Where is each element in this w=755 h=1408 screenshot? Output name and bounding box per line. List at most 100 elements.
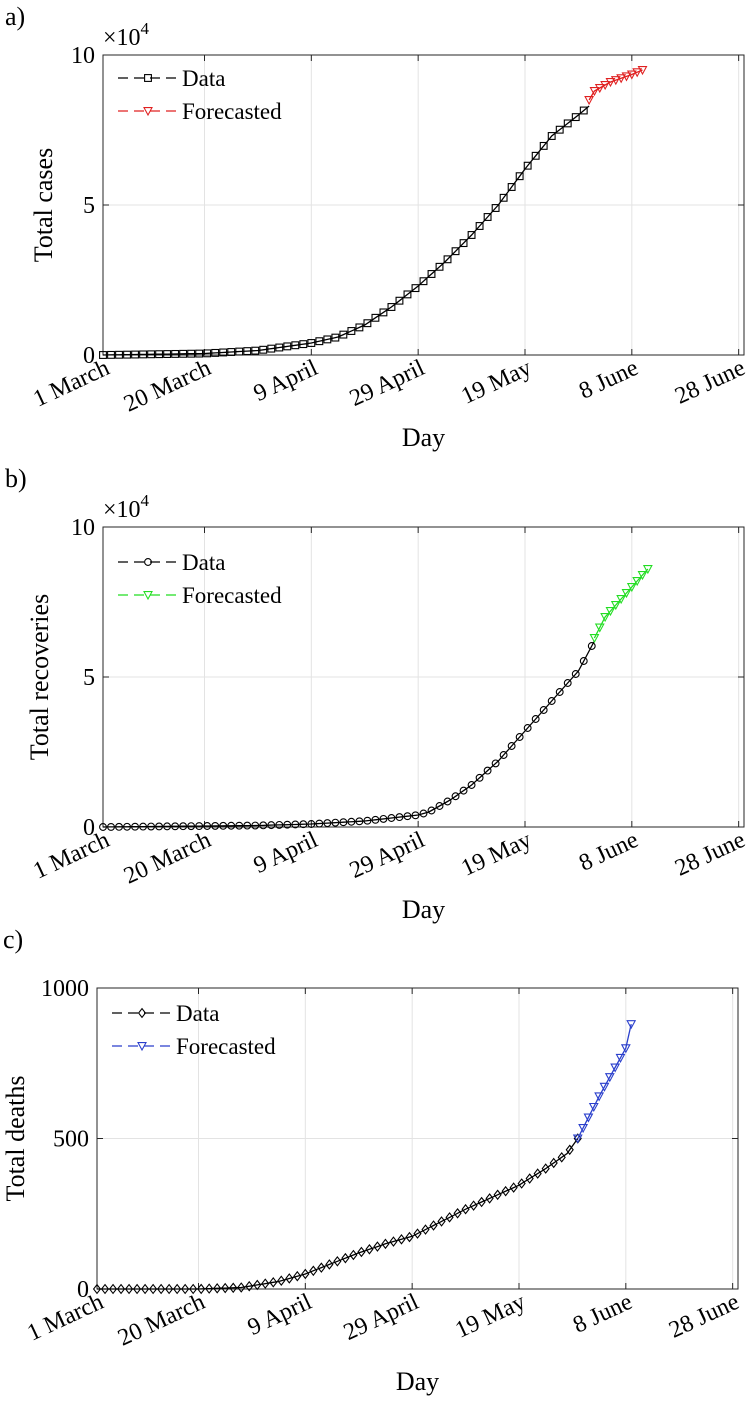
- data-point: [259, 345, 268, 354]
- x-tick-label: 8 June: [569, 1289, 636, 1339]
- data-point: [515, 172, 524, 181]
- panel-label: a): [5, 2, 25, 31]
- data-point: [610, 76, 621, 86]
- data-point: [517, 1178, 526, 1189]
- legend-marker: [144, 74, 152, 82]
- data-point: [285, 1273, 294, 1284]
- data-point: [155, 350, 164, 359]
- data-point: [571, 670, 580, 678]
- y-tick-label: 0: [77, 1277, 89, 1303]
- legend-label: Data: [182, 550, 225, 575]
- series-data: [99, 640, 596, 831]
- data-point: [600, 613, 611, 623]
- data-point: [259, 821, 268, 830]
- data-point: [323, 335, 332, 344]
- data-point: [333, 1256, 342, 1267]
- data-point: [555, 125, 564, 134]
- data-point: [261, 1278, 270, 1289]
- data-point: [467, 231, 476, 239]
- data-point: [116, 1283, 126, 1295]
- data-point: [387, 303, 396, 311]
- data-point: [349, 1249, 358, 1261]
- data-point: [572, 1134, 583, 1144]
- data-point: [557, 1152, 566, 1163]
- data-point: [637, 571, 648, 581]
- y-tick-label: 0: [83, 815, 95, 841]
- data-point: [523, 161, 532, 170]
- series-data: [92, 1133, 582, 1295]
- data-point: [389, 1236, 398, 1247]
- data-point: [331, 333, 340, 342]
- data-point: [525, 1173, 534, 1184]
- data-point: [100, 1283, 110, 1295]
- data-point: [610, 1063, 621, 1073]
- data-point: [373, 1241, 382, 1252]
- data-point: [419, 277, 428, 286]
- data-point: [539, 141, 548, 150]
- data-point: [139, 822, 148, 831]
- data-point: [341, 1252, 350, 1264]
- data-point: [499, 751, 508, 759]
- data-point: [275, 820, 284, 829]
- data-point: [507, 183, 516, 191]
- data-point: [483, 766, 492, 775]
- data-point: [563, 679, 572, 687]
- x-axis-label: Day: [396, 1367, 439, 1396]
- data-point: [451, 247, 460, 256]
- series-forecasted: [589, 565, 653, 644]
- data-point: [499, 193, 508, 202]
- data-point: [339, 818, 348, 827]
- data-point: [251, 821, 260, 830]
- legend-marker: [143, 107, 153, 117]
- data-point: [475, 773, 484, 782]
- data-point: [181, 1283, 190, 1295]
- exponent-power: 4: [141, 19, 150, 38]
- data-point: [467, 781, 476, 789]
- x-tick-label: 28 June: [665, 1289, 743, 1344]
- data-point: [165, 1283, 174, 1295]
- data-point: [107, 822, 115, 831]
- data-point: [493, 1189, 502, 1201]
- data-point: [187, 349, 196, 358]
- y-axis-label: Total deaths: [1, 1076, 30, 1202]
- data-point: [477, 1196, 486, 1208]
- data-point: [171, 349, 180, 358]
- data-point: [291, 820, 300, 829]
- data-point: [626, 1020, 637, 1030]
- series-line: [577, 1023, 632, 1139]
- data-point: [317, 1262, 326, 1273]
- data-point: [371, 313, 380, 322]
- x-tick-label: 9 April: [250, 827, 322, 879]
- data-point: [283, 820, 292, 829]
- x-tick-label: 29 April: [340, 1289, 423, 1346]
- x-tick-label: 20 March: [120, 355, 215, 418]
- data-point: [445, 1212, 454, 1223]
- data-point: [365, 1243, 374, 1255]
- data-point: [531, 715, 540, 723]
- x-tick-label: 29 April: [346, 355, 429, 412]
- axis-exponent: ×104: [103, 491, 150, 523]
- series-forecasted: [572, 1020, 637, 1144]
- data-point: [243, 347, 252, 356]
- data-point: [578, 1124, 589, 1134]
- x-tick-label: 1 March: [29, 355, 113, 413]
- data-point: [227, 821, 236, 830]
- y-tick-label: 500: [53, 1127, 89, 1153]
- data-point: [267, 821, 276, 830]
- legend-label: Forecasted: [182, 583, 282, 608]
- data-point: [565, 1144, 574, 1156]
- chart-panel-3: c) 0 500 1000 1 March 20 March 9 April 29 April…: [1, 925, 743, 1396]
- data-point: [355, 323, 364, 332]
- data-point: [325, 1259, 334, 1270]
- legend-label: Data: [182, 66, 225, 91]
- data-point: [299, 340, 308, 349]
- series-line: [102, 105, 590, 356]
- data-point: [363, 319, 372, 328]
- legend-label: Data: [176, 1001, 219, 1026]
- data-point: [605, 607, 616, 617]
- x-axis-label: Day: [402, 423, 445, 452]
- data-point: [533, 1168, 542, 1179]
- data-point: [453, 1207, 462, 1219]
- series-line: [102, 640, 595, 828]
